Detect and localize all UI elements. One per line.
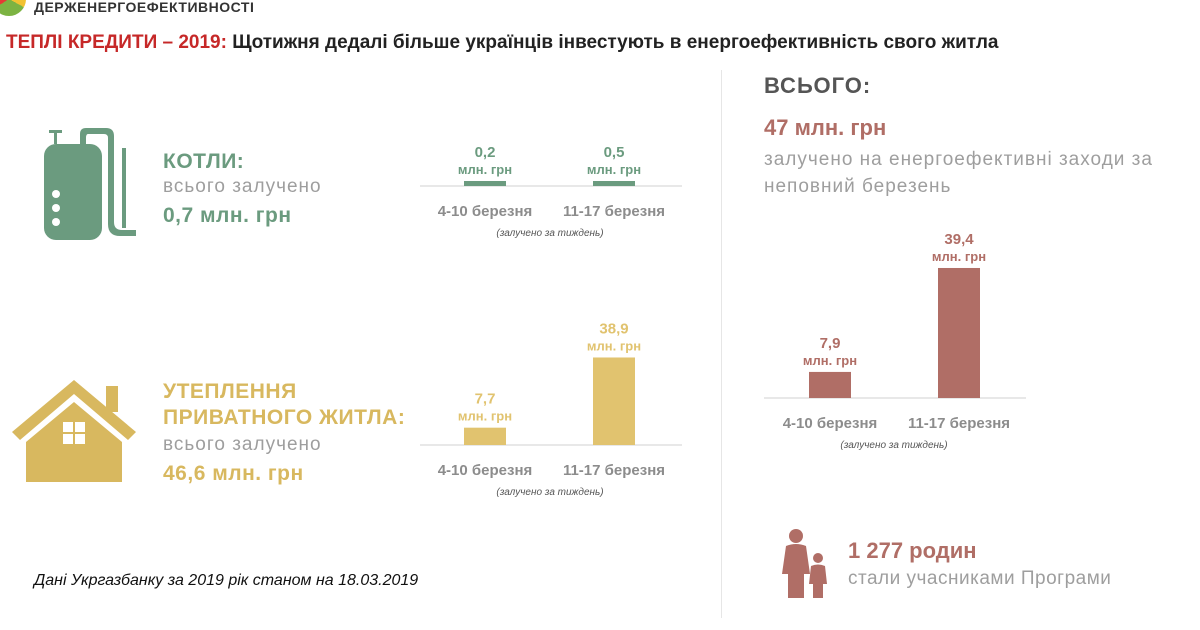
agency-logo-icon [0, 0, 26, 16]
chart-note: (залучено за тиждень) [496, 487, 603, 498]
unit-label-2: млн. грн [932, 249, 986, 264]
category-label-1: 4-10 березня [438, 462, 533, 479]
brand-text: ДЕРЖЕНЕРГОЕФЕКТИВНОСТІ [34, 0, 255, 15]
category-label-2: 11-17 березня [908, 415, 1010, 432]
unit-label-2: млн. грн [587, 162, 641, 177]
unit-label-1: млн. грн [803, 353, 857, 368]
families-count: 1 277 родин [848, 538, 977, 563]
headline-text: Щотижня дедалі більше українців інвестую… [226, 32, 999, 53]
page-headline: ТЕПЛІ КРЕДИТИ – 2019: Щотижня дедалі біл… [6, 32, 998, 54]
bar-1 [464, 181, 506, 186]
category-label-1: 4-10 березня [783, 415, 878, 432]
bar-2 [593, 357, 635, 445]
boilers-subtitle: всього залучено [163, 176, 322, 197]
unit-label-1: млн. грн [458, 162, 512, 177]
value-label-1: 7,7 [475, 391, 496, 408]
section-divider [721, 70, 722, 618]
insulation-subtitle: всього залучено [163, 434, 322, 455]
boiler-icon [44, 128, 136, 240]
chart-note: (залучено за тиждень) [496, 228, 603, 239]
summary-description: залучено на енергоефективні заходи за не… [764, 149, 1153, 197]
value-label-2: 39,4 [944, 231, 974, 248]
category-label-1: 4-10 березня [438, 203, 533, 220]
value-label-1: 7,9 [820, 335, 841, 352]
insulation-title-line2: ПРИВАТНОГО ЖИТЛА: [163, 406, 406, 429]
unit-label-1: млн. грн [458, 409, 512, 424]
brand: ДЕРЖЕНЕРГОЕФЕКТИВНОСТІ [0, 0, 255, 16]
value-label-2: 0,5 [604, 144, 625, 161]
unit-label-2: млн. грн [587, 338, 641, 353]
category-label-2: 11-17 березня [563, 203, 665, 220]
bar-2 [938, 267, 980, 398]
headline-accent: ТЕПЛІ КРЕДИТИ – 2019: [6, 32, 227, 53]
bar-1 [809, 371, 851, 398]
chart-note: (залучено за тиждень) [840, 440, 947, 451]
data-source-note: Дані Укргазбанку за 2019 рік станом на 1… [34, 572, 419, 589]
boilers-total: 0,7 млн. грн [163, 204, 292, 227]
bar-2 [593, 181, 635, 186]
summary-total: 47 млн. грн [764, 115, 887, 140]
insulation-title-line1: УТЕПЛЕННЯ [163, 380, 297, 403]
house-icon [12, 380, 136, 482]
value-label-2: 38,9 [599, 320, 628, 337]
summary-title: ВСЬОГО: [764, 73, 872, 98]
value-label-1: 0,2 [475, 144, 496, 161]
bar-1 [464, 427, 506, 445]
insulation-total: 46,6 млн. грн [163, 462, 304, 485]
family-icon [782, 529, 827, 598]
boilers-title: КОТЛИ: [163, 150, 245, 173]
category-label-2: 11-17 березня [563, 462, 665, 479]
families-text: стали учасниками Програми [848, 568, 1112, 589]
